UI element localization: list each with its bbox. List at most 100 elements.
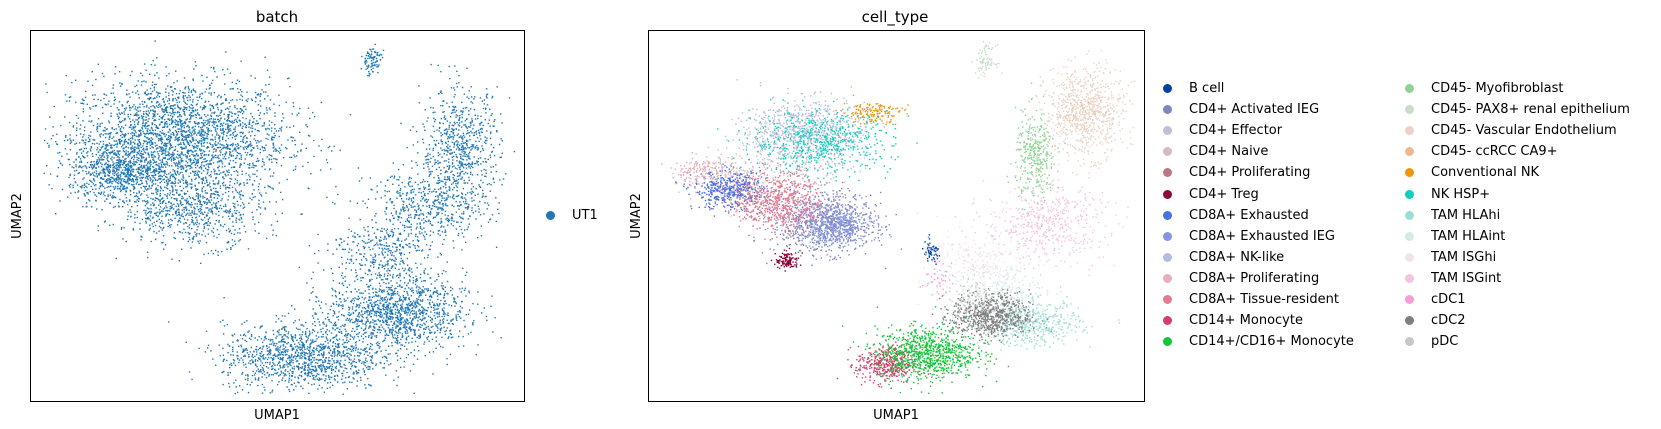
legend-label: CD8A+ Exhausted	[1189, 207, 1309, 223]
legend-item: CD45- PAX8+ renal epithelium	[1405, 99, 1630, 120]
scatter-series-18	[717, 98, 918, 193]
legend-label: CD4+ Effector	[1189, 123, 1283, 139]
legend-label: TAM ISGhi	[1431, 249, 1497, 265]
scatter-cluster-ut1	[168, 296, 434, 395]
legend-item: CD8A+ Tissue-resident	[1163, 289, 1354, 310]
legend-marker-icon	[1163, 147, 1172, 157]
scatter-cluster-ut1	[48, 122, 227, 219]
legend-item: CD8A+ Exhausted IEG	[1163, 226, 1354, 247]
legend-label: CD45- ccRCC CA9+	[1431, 144, 1558, 160]
scatter-series-9	[661, 139, 738, 193]
legend-item: CD8A+ Proliferating	[1163, 268, 1354, 289]
panel-batch-title: batch	[256, 8, 298, 26]
scatter-series-25	[936, 278, 1003, 327]
legend-item: CD45- Vascular Endothelium	[1405, 120, 1630, 141]
scatter-series-23	[919, 259, 954, 296]
legend-label: UT1	[572, 208, 598, 224]
legend-item: CD4+ Treg	[1163, 183, 1354, 204]
legend-marker-icon	[1163, 337, 1172, 347]
legend-item: Conventional NK	[1405, 162, 1630, 183]
legend-label: CD8A+ NK-like	[1189, 249, 1285, 265]
scatter-cluster-ut1	[43, 40, 360, 259]
legend-label: pDC	[1431, 334, 1459, 350]
scatter-series-22	[954, 143, 1129, 277]
legend-item: B cell	[1163, 78, 1354, 99]
scatter-cluster-ut1	[400, 63, 516, 251]
legend-item: CD45- Myofibroblast	[1405, 78, 1630, 99]
scatter-series-13	[1006, 82, 1066, 228]
legend-label: CD14+ Monocyte	[1189, 313, 1303, 329]
scatter-series-20	[917, 251, 1064, 335]
legend-marker-icon	[1163, 126, 1172, 136]
scatter-series-5	[770, 247, 803, 272]
legend-label: CD8A+ Exhausted IEG	[1189, 228, 1336, 244]
panel-celltype-axes	[648, 30, 1145, 402]
legend-marker-icon	[1163, 210, 1172, 220]
legend-label: CD4+ Treg	[1189, 186, 1259, 202]
legend-label: CD4+ Proliferating	[1189, 165, 1311, 181]
legend-marker-icon	[1163, 316, 1172, 326]
legend-item: CD4+ Naive	[1163, 141, 1354, 162]
legend-item: CD8A+ Exhausted	[1163, 205, 1354, 226]
legend-marker-icon	[1405, 84, 1414, 94]
scatter-series-17	[835, 94, 909, 126]
panel-batch-points	[43, 40, 516, 395]
legend-label: cDC1	[1431, 291, 1466, 307]
legend-label: TAM ISGint	[1431, 270, 1502, 286]
legend-label: TAM HLAint	[1431, 228, 1506, 244]
legend-item: TAM ISGhi	[1405, 247, 1630, 268]
legend-item: TAM HLAint	[1405, 226, 1630, 247]
legend-label: cDC2	[1431, 313, 1466, 329]
legend-item: NK HSP+	[1405, 183, 1630, 204]
legend-batch: UT1	[546, 205, 598, 226]
legend-label: CD45- PAX8+ renal epithelium	[1431, 102, 1630, 118]
scatter-series-6	[675, 158, 791, 217]
panel-celltype-xlabel: UMAP1	[873, 408, 919, 423]
legend-marker-icon	[1163, 231, 1172, 241]
legend-celltype-col1: B cell CD4+ Activated IEG CD4+ Effector CD4…	[1163, 78, 1354, 352]
legend-marker-icon	[1405, 105, 1414, 115]
legend-item: CD45- ccRCC CA9+	[1405, 141, 1630, 162]
scatter-cluster-ut1	[334, 146, 500, 264]
legend-marker-icon	[1405, 189, 1414, 199]
scatter-series-14	[971, 40, 1003, 79]
legend-item: CD14+ Monocyte	[1163, 310, 1354, 331]
legend-label: CD45- Myofibroblast	[1431, 81, 1564, 97]
legend-item: UT1	[546, 205, 598, 226]
scatter-series-24	[924, 288, 1052, 346]
legend-marker-icon	[1163, 294, 1172, 304]
legend-marker-icon	[1163, 252, 1172, 262]
panel-batch-ylabel: UMAP2	[10, 193, 25, 239]
scatter-series-15	[1029, 49, 1136, 179]
legend-marker-icon	[1163, 189, 1172, 199]
legend-marker-icon	[1163, 105, 1172, 115]
legend-label: B cell	[1189, 81, 1225, 97]
scatter-series-10	[723, 162, 838, 240]
legend-item: CD4+ Effector	[1163, 120, 1354, 141]
scatter-cluster-ut1	[97, 157, 284, 264]
scatter-series-12	[841, 306, 1010, 394]
legend-marker-icon	[1405, 273, 1414, 283]
legend-marker-icon	[1405, 294, 1414, 304]
legend-marker-icon	[1163, 168, 1172, 178]
legend-marker-icon	[546, 211, 555, 221]
legend-item: cDC1	[1405, 289, 1630, 310]
panel-batch-axes	[30, 30, 525, 402]
legend-marker-icon	[1163, 84, 1172, 94]
scatter-cluster-ut1	[280, 232, 502, 366]
legend-item: TAM ISGint	[1405, 268, 1630, 289]
legend-label: TAM HLAhi	[1431, 207, 1501, 223]
legend-label: CD8A+ Tissue-resident	[1189, 291, 1339, 307]
legend-marker-icon	[1405, 168, 1414, 178]
legend-marker-icon	[1405, 147, 1414, 157]
legend-label: NK HSP+	[1431, 186, 1491, 202]
legend-label: CD8A+ Proliferating	[1189, 270, 1320, 286]
legend-marker-icon	[1405, 126, 1414, 136]
panel-batch-xlabel: UMAP1	[254, 408, 300, 423]
legend-marker-icon	[1405, 210, 1414, 220]
legend-item: CD8A+ NK-like	[1163, 247, 1354, 268]
legend-item: TAM HLAhi	[1405, 205, 1630, 226]
legend-celltype-col2: CD45- Myofibroblast CD45- PAX8+ renal epi…	[1405, 78, 1630, 352]
panel-celltype-title: cell_type	[862, 8, 929, 27]
